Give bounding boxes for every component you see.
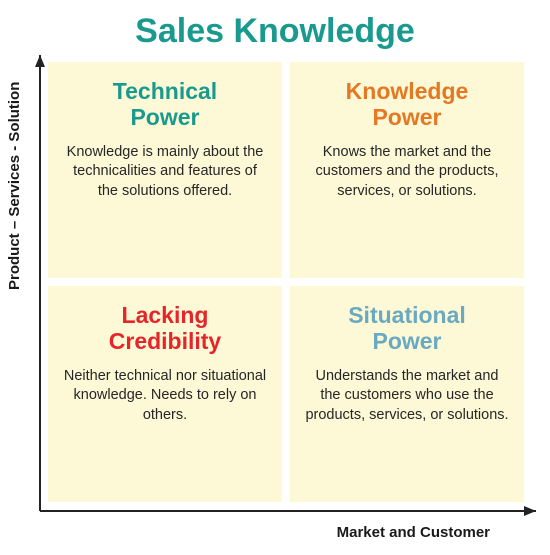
x-axis-label: Market and Customer: [337, 524, 490, 541]
y-axis-label: Product – Services - Solution: [6, 82, 23, 290]
quad-bottom-left: Lacking Credibility Neither technical no…: [48, 286, 282, 502]
quad-bottom-right: Situational Power Understands the market…: [290, 286, 524, 502]
quad-body-technical-power: Knowledge is mainly about the technicali…: [62, 143, 268, 202]
quad-body-situational-power: Understands the market and the customers…: [304, 367, 510, 426]
quad-title-technical-power: Technical Power: [113, 78, 217, 131]
quad-top-right: Knowledge Power Knows the market and the…: [290, 62, 524, 278]
quad-top-left: Technical Power Knowledge is mainly abou…: [48, 62, 282, 278]
y-axis-arrow: [35, 55, 45, 67]
page-title: Sales Knowledge: [0, 0, 550, 51]
x-axis-arrow: [524, 506, 536, 516]
quad-title-knowledge-power: Knowledge Power: [346, 78, 469, 131]
quad-title-lacking-credibility: Lacking Credibility: [109, 302, 221, 355]
matrix-grid: Technical Power Knowledge is mainly abou…: [48, 62, 524, 502]
quad-body-lacking-credibility: Neither technical nor situational knowle…: [62, 367, 268, 426]
quad-body-knowledge-power: Knows the market and the customers and t…: [304, 143, 510, 202]
quad-title-situational-power: Situational Power: [348, 302, 466, 355]
